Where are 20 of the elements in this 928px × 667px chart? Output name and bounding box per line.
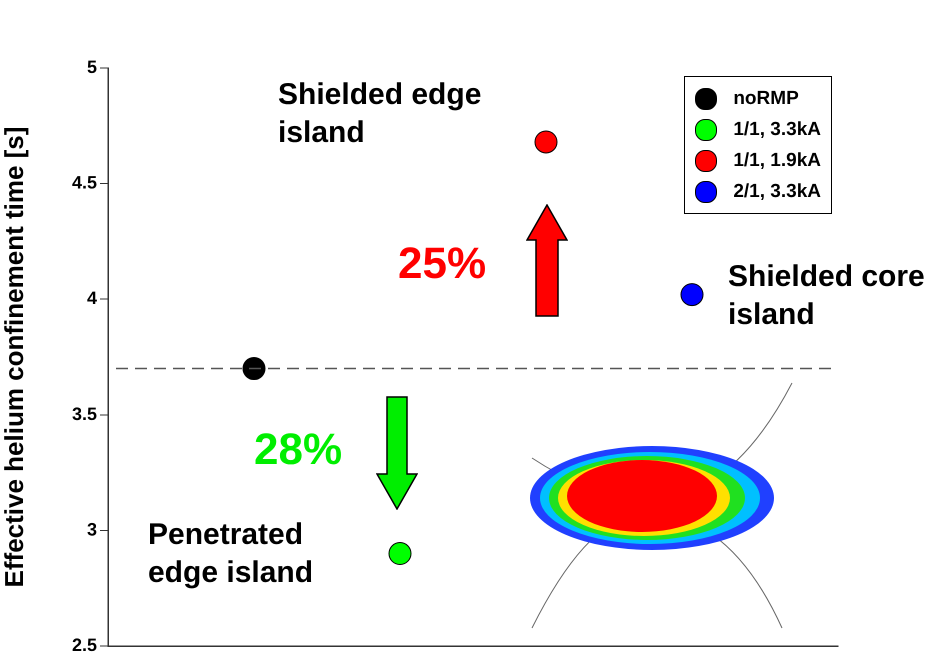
y-tick-label: 2.5: [72, 634, 97, 655]
y-tick-label: 4.5: [72, 172, 97, 193]
y-tick-label: 3.5: [72, 404, 97, 424]
annotation: Shielded core island: [728, 259, 926, 332]
point: [534, 130, 558, 154]
legend-label: 2/1, 3.3kA: [733, 180, 821, 202]
point: [680, 283, 704, 306]
annotation: 28%: [254, 424, 342, 476]
y-axis-title: Effective helium confinement time [s]: [0, 126, 29, 588]
y-tick-label: 3: [86, 519, 97, 540]
point: [388, 542, 412, 566]
point: [242, 357, 266, 380]
legend-label: noRMP: [733, 88, 799, 110]
legend-label: 1/1, 1.9kA: [733, 150, 821, 172]
y-tick-label: 5: [86, 56, 97, 77]
y-tick-label: 4: [86, 288, 97, 308]
annotation: 25%: [398, 238, 486, 290]
legend-label: 1/1, 3.3kA: [733, 118, 821, 140]
annotation: Shielded edge island: [278, 77, 482, 150]
annotation: Penetrated edge island: [148, 517, 314, 590]
